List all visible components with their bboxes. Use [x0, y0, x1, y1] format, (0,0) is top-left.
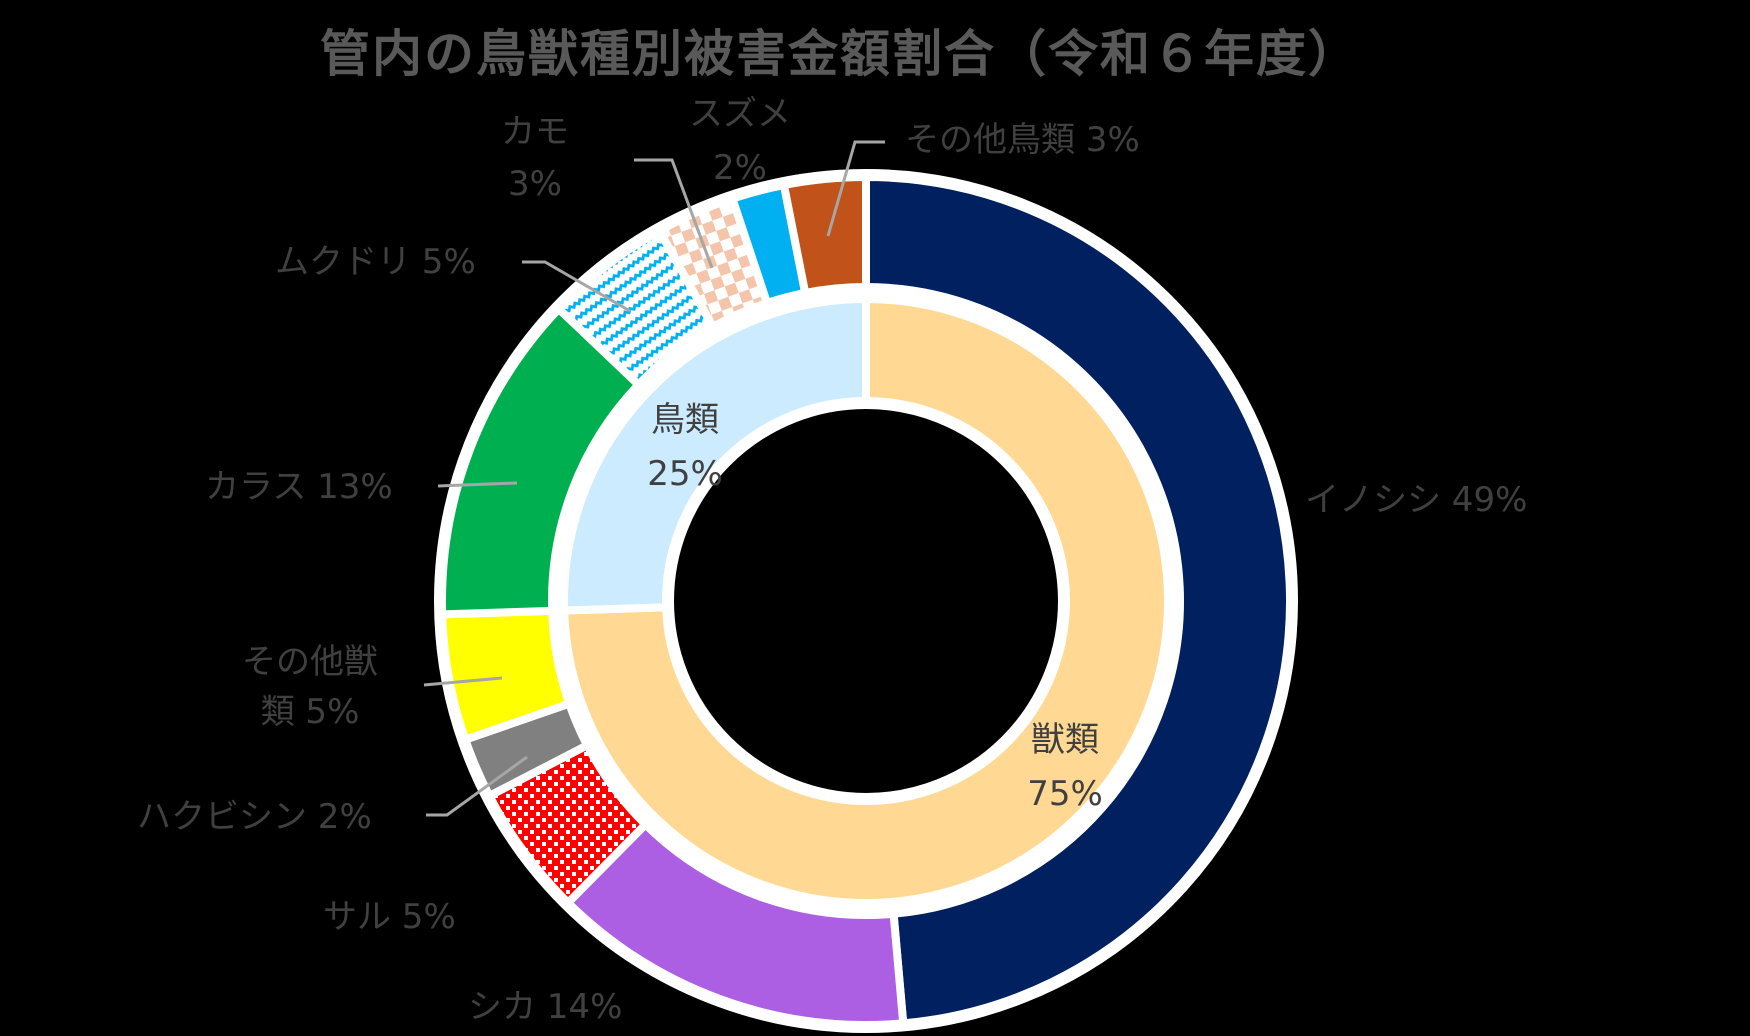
- label-chorui-line1: 鳥類: [651, 400, 719, 440]
- label-saru: サル 5%: [323, 897, 456, 937]
- label-sonota-jurui-line2: 類 5%: [260, 692, 360, 732]
- leader-kamo: [634, 158, 714, 269]
- slice-獣類: [560, 294, 1172, 907]
- leader-lines: [423, 140, 885, 817]
- label-suzume-line2: 2%: [713, 148, 767, 188]
- leader-karasu: [437, 481, 518, 488]
- outer-ring: [434, 169, 1298, 1033]
- label-shika: シカ 14%: [468, 987, 623, 1027]
- label-kamo-line1: カモ: [501, 112, 569, 152]
- leader-mukudori: [522, 260, 631, 313]
- label-mukudori: ムクドリ 5%: [275, 242, 476, 282]
- inner-ring: [556, 291, 1176, 911]
- leader-sonota-chorui: [826, 140, 885, 237]
- label-karasu: カラス 13%: [205, 467, 393, 507]
- slice-その他鳥類: [779, 172, 870, 298]
- label-hakubishin: ハクビシン 2%: [137, 797, 372, 837]
- leader-hakubishin: [426, 755, 528, 817]
- label-inoshishi: イノシシ 49%: [1305, 480, 1528, 520]
- label-sonota-chorui: その他鳥類 3%: [905, 120, 1140, 160]
- label-chorui-line2: 25%: [647, 454, 723, 494]
- leader-sonota-jurui: [423, 676, 503, 687]
- chart-title: 管内の鳥獣種別被害金額割合（令和６年度）: [320, 25, 1360, 83]
- label-jurui-line2: 75%: [1027, 774, 1103, 814]
- slice-鳥類: [560, 294, 870, 615]
- label-suzume-line1: スズメ: [689, 94, 791, 134]
- label-kamo-line2: 3%: [508, 164, 562, 204]
- slice-イノシシ: [862, 172, 1294, 1028]
- label-jurui-line1: 獣類: [1031, 720, 1099, 760]
- label-sonota-jurui-line1: その他獣: [242, 642, 378, 682]
